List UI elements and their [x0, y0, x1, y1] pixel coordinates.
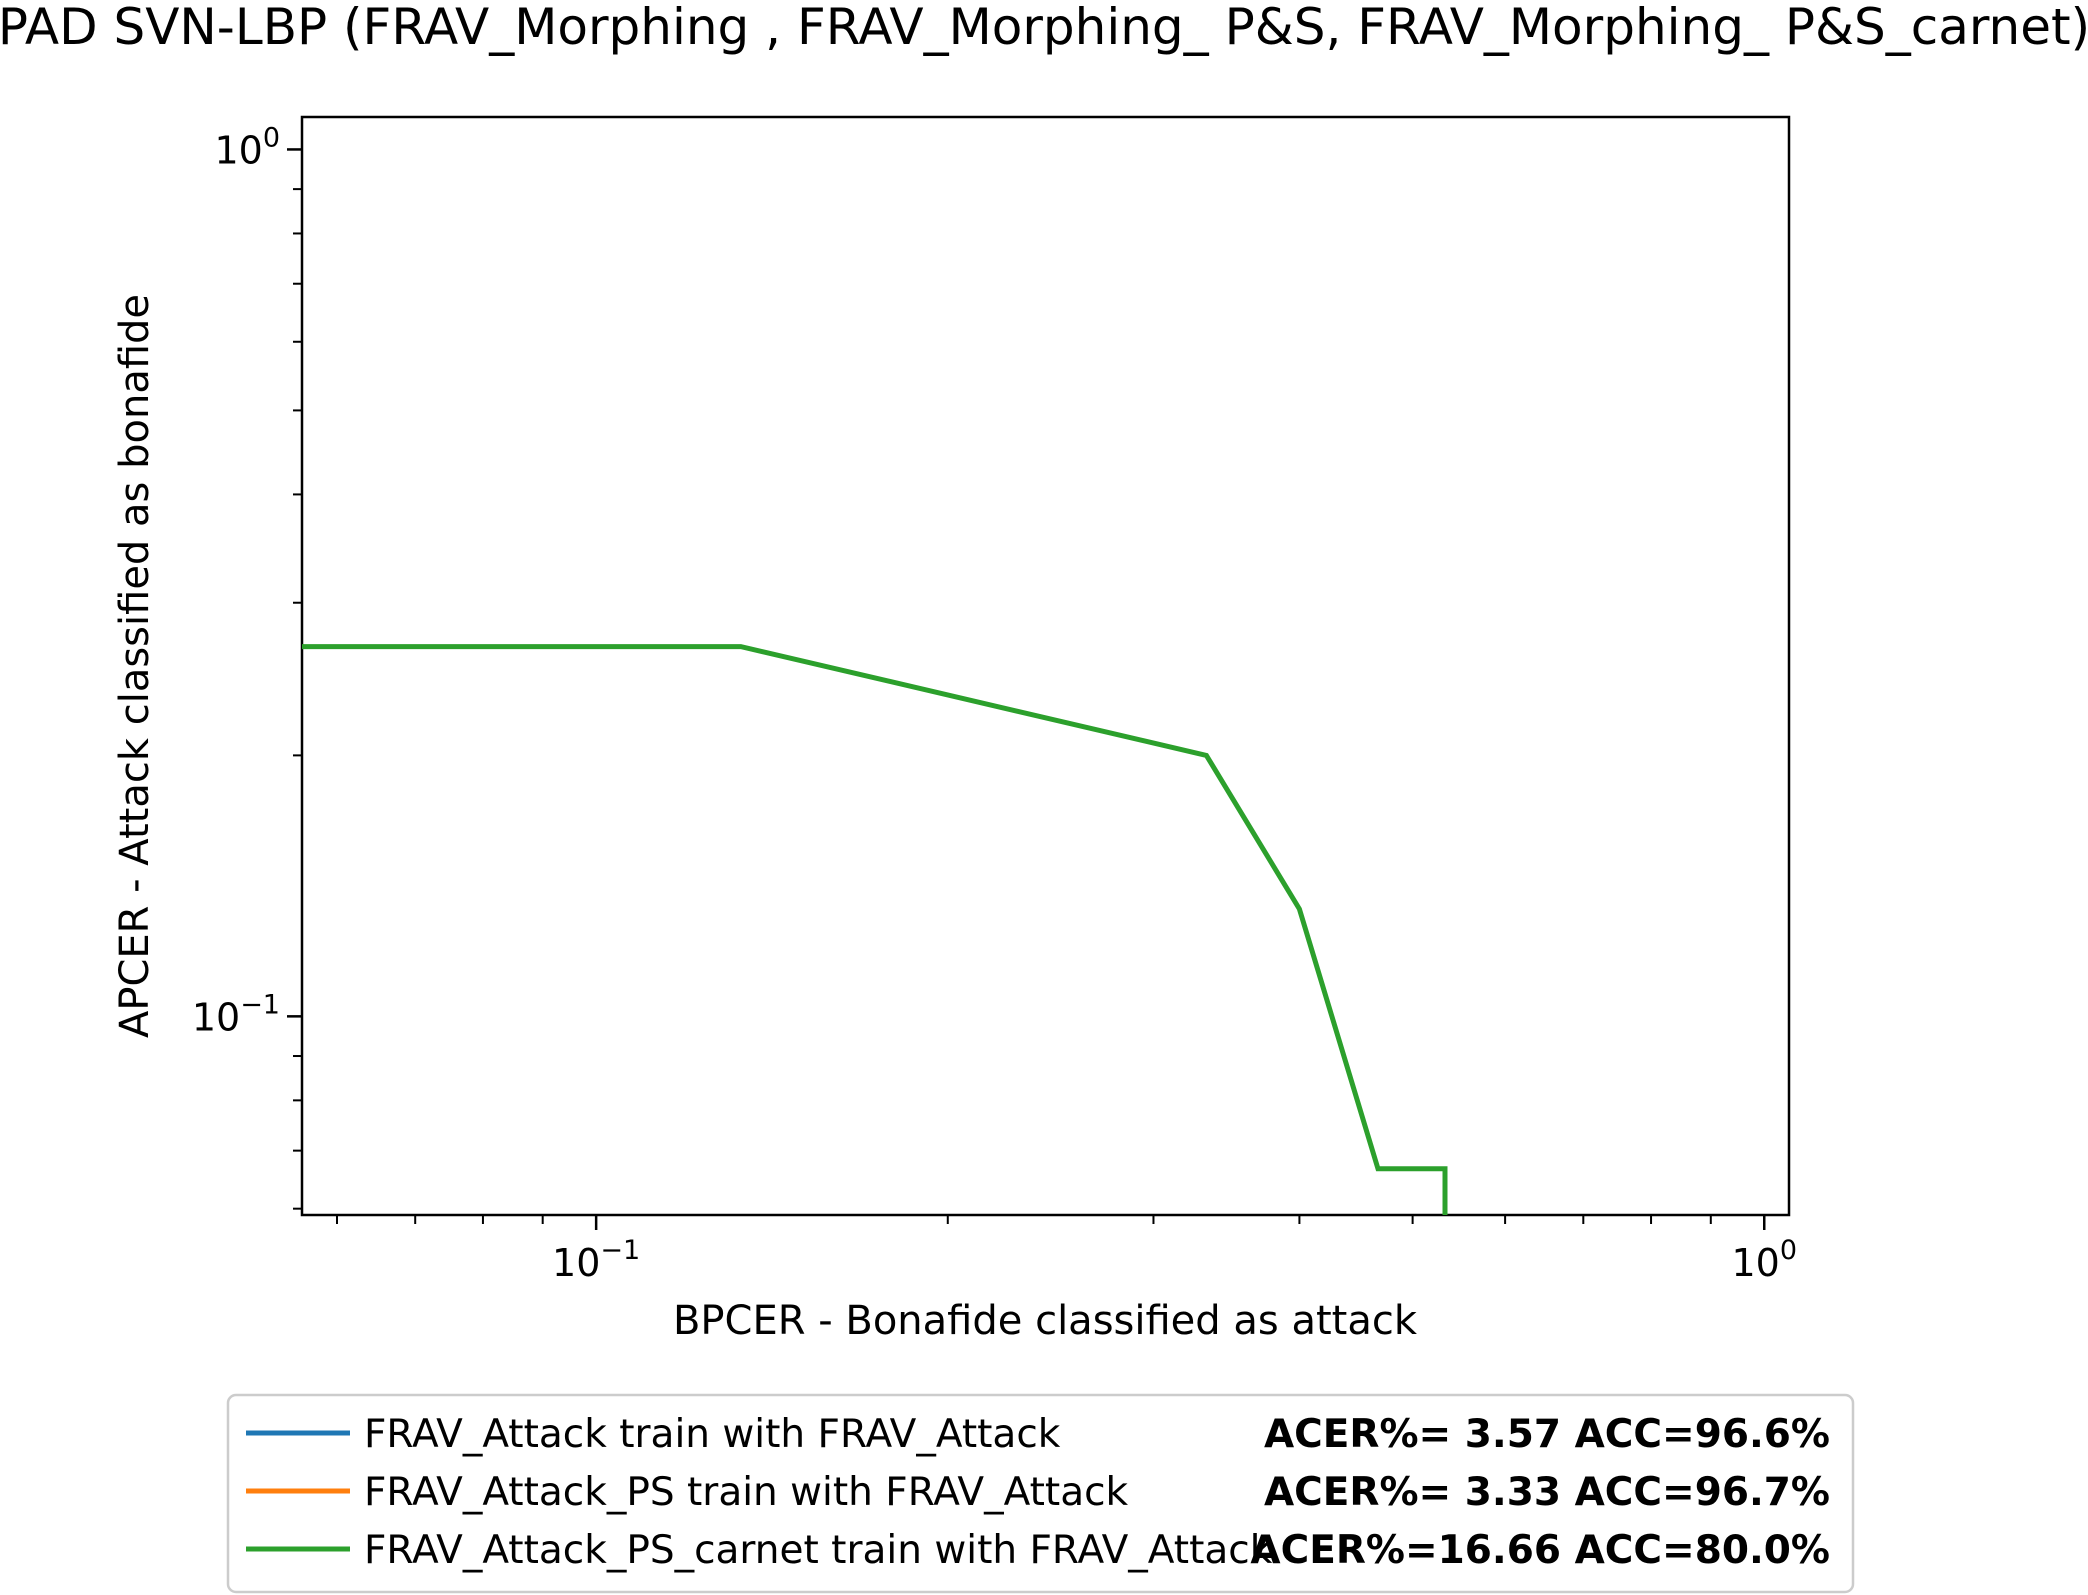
y-tick-label: 100 — [214, 122, 280, 172]
y-tick-label: 10−1 — [192, 989, 280, 1039]
legend-metrics: ACER%= 3.57 ACC=96.6% — [1264, 1412, 1830, 1457]
chart-title: PAD SVN-LBP (FRAV_Morphing , FRAV_Morphi… — [0, 0, 2088, 56]
y-axis-label: APCER - Attack classified as bonafide — [112, 294, 158, 1038]
legend-metrics: ACER%= 3.33 ACC=96.7% — [1264, 1470, 1830, 1515]
legend-item: FRAV_Attack train with FRAV_Attack ACER%=… — [246, 1412, 1830, 1457]
legend-label: FRAV_Attack_PS_carnet train with FRAV_At… — [364, 1528, 1273, 1573]
legend-label: FRAV_Attack train with FRAV_Attack — [364, 1412, 1061, 1457]
y-minor-ticks — [293, 188, 302, 1210]
legend-item: FRAV_Attack_PS_carnet train with FRAV_At… — [246, 1528, 1830, 1573]
legend-item: FRAV_Attack_PS train with FRAV_Attack ACE… — [246, 1470, 1830, 1515]
series-lines — [302, 644, 1448, 1215]
legend-metrics: ACER%=16.66 ACC=80.0% — [1250, 1528, 1830, 1573]
series-line-3 — [302, 644, 1448, 1215]
y-axis-ticks: 10−1 100 — [192, 122, 302, 1039]
x-axis-ticks: 10−1 100 — [552, 1215, 1797, 1285]
x-axis-label: BPCER - Bonafide classified as attack — [673, 1298, 1418, 1344]
legend — [226, 1393, 1855, 1594]
x-tick-label: 10−1 — [552, 1235, 640, 1285]
legend-label: FRAV_Attack_PS train with FRAV_Attack — [364, 1470, 1129, 1515]
x-minor-ticks — [336, 1215, 1712, 1224]
x-tick-label: 100 — [1731, 1235, 1797, 1285]
legend-items: FRAV_Attack train with FRAV_Attack ACER%=… — [246, 1412, 1830, 1573]
plot-area — [300, 115, 1791, 1217]
